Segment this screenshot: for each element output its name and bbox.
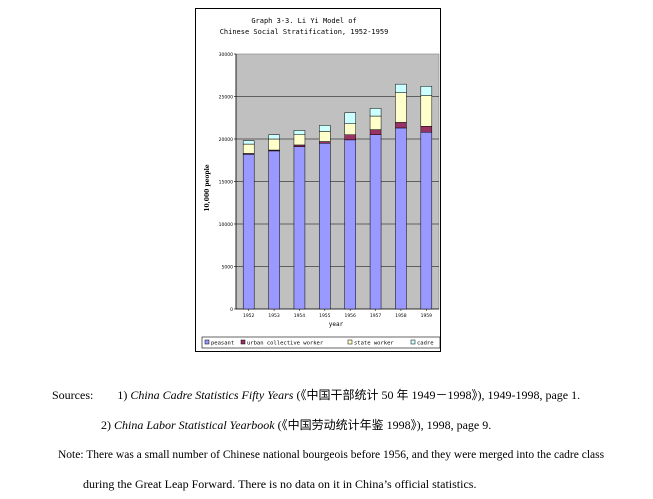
y-tick-label: 5000 (222, 265, 234, 271)
legend-swatch-cadre (410, 339, 416, 345)
source1-number: 1) (117, 388, 128, 402)
source1-detail: (《中国干部统计 50 年 1949－1998》), 1949-1998, pa… (296, 388, 581, 402)
y-tick-label: 10000 (219, 222, 233, 228)
legend-label-urban-collective-worker: urban collective worker (247, 341, 324, 347)
legend-label-state-worker: state worker (354, 341, 394, 347)
bar-urban-collective-worker-1956 (344, 134, 356, 141)
note-line-2: during the Great Leap Forward. There is … (83, 477, 477, 491)
y-tick-label: 0 (230, 307, 233, 313)
stacked-bar-chart: Graph 3-3. Li Yi Model of Chinese Social… (201, 17, 441, 349)
bar-cadre-1955 (319, 125, 331, 132)
sources-label: Sources: (52, 388, 94, 402)
bar-peasant-1952 (242, 154, 255, 310)
x-tick-label: 1958 (395, 313, 407, 319)
legend-label-peasant: peasant (211, 341, 234, 347)
bar-peasant-1956 (344, 139, 356, 310)
y-tick-label: 20000 (219, 137, 233, 143)
source-line-1: Sources: 1) China Cadre Statistics Fifty… (52, 388, 580, 402)
note-line-1: Note: There was a small number of Chines… (58, 449, 605, 461)
legend-swatch-urban-collective-worker (240, 339, 246, 345)
bar-urban-collective-worker-1958 (395, 122, 407, 129)
bar-state-worker-1955 (319, 131, 331, 142)
x-tick-label: 1956 (344, 313, 356, 319)
bar-peasant-1959 (420, 131, 433, 310)
y-tick-label: 30000 (219, 52, 233, 58)
bar-state-worker-1953 (268, 138, 280, 151)
source-line-2: 2) China Labor Statistical Yearbook (《中国… (101, 418, 491, 432)
x-axis-label: year (329, 321, 344, 328)
chart-title-line1: Graph 3-3. Li Yi Model of (251, 17, 356, 25)
bar-peasant-1958 (395, 127, 407, 310)
bar-peasant-1955 (319, 143, 331, 310)
bar-state-worker-1958 (395, 92, 407, 123)
chart-figure: Graph 3-3. Li Yi Model of Chinese Social… (195, 8, 441, 352)
y-tick-label: 25000 (219, 95, 233, 101)
source1-title: China Cadre Statistics Fifty Years (130, 388, 294, 402)
x-tick-label: 1955 (319, 313, 331, 319)
source2-title: China Labor Statistical Yearbook (114, 418, 275, 432)
legend-box (201, 336, 441, 349)
x-tick-label: 1957 (370, 313, 382, 319)
bar-urban-collective-worker-1954 (293, 144, 306, 147)
bar-cadre-1954 (293, 130, 306, 135)
legend-swatch-peasant (204, 339, 210, 345)
x-tick-label: 1952 (243, 313, 255, 319)
legend-swatch-state-worker (347, 339, 353, 345)
bar-state-worker-1959 (420, 95, 433, 127)
source2-number: 2) (101, 418, 111, 432)
chart-title-line2: Chinese Social Stratification, 1952-1959 (220, 28, 389, 36)
bar-cadre-1957 (369, 108, 382, 117)
bar-state-worker-1952 (242, 143, 255, 154)
y-axis-label: 10,000 people (204, 164, 211, 212)
bar-cadre-1956 (344, 112, 356, 124)
bar-state-worker-1954 (293, 134, 306, 146)
bar-peasant-1953 (268, 150, 280, 310)
bar-urban-collective-worker-1959 (420, 126, 433, 133)
legend-label-cadre: cadre (417, 341, 434, 347)
x-tick-label: 1953 (268, 313, 280, 319)
bar-peasant-1957 (369, 134, 382, 310)
bar-cadre-1958 (395, 83, 407, 93)
y-tick-label: 15000 (219, 180, 233, 186)
source2-detail: (《中国劳动统计年鉴 1998》), 1998, page 9. (277, 418, 492, 432)
bar-cadre-1959 (420, 86, 433, 96)
x-tick-label: 1959 (421, 313, 433, 319)
bar-state-worker-1956 (344, 123, 356, 135)
bar-peasant-1954 (293, 146, 306, 310)
bar-cadre-1952 (242, 140, 255, 145)
bar-urban-collective-worker-1955 (319, 141, 331, 144)
bar-cadre-1953 (268, 134, 280, 140)
bar-state-worker-1957 (369, 115, 382, 130)
x-tick-label: 1954 (294, 313, 306, 319)
bar-urban-collective-worker-1957 (369, 129, 382, 136)
